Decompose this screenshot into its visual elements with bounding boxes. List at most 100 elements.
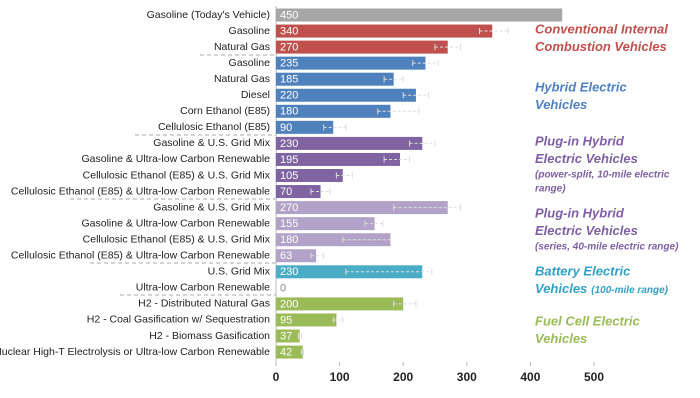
group-label: Electric Vehicles <box>535 151 638 166</box>
group-label: Vehicles <box>535 97 587 112</box>
error-bar <box>310 252 325 259</box>
group-note: (100-mile range) <box>591 285 668 296</box>
value-label: 0 <box>280 282 286 294</box>
error-bar <box>342 236 391 243</box>
group-label: Vehicles <box>535 331 587 346</box>
value-label: 450 <box>280 9 298 21</box>
bar <box>276 56 426 70</box>
bar <box>276 72 394 86</box>
error-bar <box>479 28 509 35</box>
error-bar <box>335 172 353 179</box>
error-bar <box>409 140 436 147</box>
x-tick-label: 300 <box>457 370 477 384</box>
value-label: 63 <box>280 250 292 262</box>
error-bar <box>300 349 304 356</box>
value-label: 270 <box>280 42 298 54</box>
bar <box>276 120 334 134</box>
group-label: Hybrid Electric <box>535 79 628 94</box>
value-label: 42 <box>280 346 292 358</box>
group-label: Electric Vehicles <box>535 223 638 238</box>
bar <box>276 152 401 166</box>
category-label: Gasoline <box>229 25 271 37</box>
x-tick-label: 100 <box>330 370 350 384</box>
error-bar <box>383 156 411 163</box>
category-label: Natural Gas <box>214 41 270 53</box>
bar <box>276 169 343 182</box>
category-label: Gasoline & Ultra-low Carbon Renewable <box>81 153 270 165</box>
value-label: 155 <box>280 218 298 230</box>
category-label: Gasoline & Ultra-low Carbon Renewable <box>81 217 270 229</box>
bar <box>276 40 448 54</box>
error-bar <box>412 60 439 67</box>
group-label: Vehicles <box>535 281 587 296</box>
error-bar <box>323 124 347 131</box>
bar <box>276 201 448 215</box>
x-tick-label: 200 <box>393 370 413 384</box>
category-label: Cellulosic Ethanol (E85) <box>158 121 270 133</box>
value-label: 70 <box>280 186 292 198</box>
error-bar <box>377 108 420 115</box>
bar <box>276 185 321 199</box>
category-label: H2 - Coal Gasification w/ Sequestration <box>87 314 270 326</box>
value-label: 340 <box>280 25 298 37</box>
group-label: Plug-in Hybrid <box>535 133 625 148</box>
bar <box>276 265 423 279</box>
x-tick-label: 400 <box>520 370 540 384</box>
bar <box>276 233 391 247</box>
bar <box>276 329 300 343</box>
group-separators <box>70 54 276 296</box>
group-note: (power-split, 10-mile electric <box>535 170 670 181</box>
bar <box>276 345 303 359</box>
category-label: Cellulosic Ethanol (E85) & Ultra-low Car… <box>11 185 270 197</box>
bar <box>276 136 423 150</box>
error-bar <box>402 92 430 99</box>
value-label: 180 <box>280 234 298 246</box>
value-label: 105 <box>280 170 298 182</box>
bar <box>276 297 404 311</box>
group-label: Plug-in Hybrid <box>535 205 625 220</box>
value-label: 230 <box>280 266 298 278</box>
group-note: (series, 40-mile electric range) <box>535 242 679 253</box>
category-label: Gasoline & U.S. Grid Mix <box>153 201 270 213</box>
error-bar <box>393 300 417 307</box>
error-bar <box>364 220 384 227</box>
group-label: Combustion Vehicles <box>535 39 667 54</box>
value-label: 220 <box>280 90 298 102</box>
value-label: 230 <box>280 138 298 150</box>
bar <box>276 8 563 22</box>
category-label: Gasoline (Today's Vehicle) <box>147 9 270 21</box>
value-label: 195 <box>280 154 298 166</box>
bar <box>276 217 375 231</box>
category-label: H2 - Distributed Natural Gas <box>138 298 270 310</box>
category-label: H2 - Biomass Gasification <box>149 330 270 342</box>
value-label: 95 <box>280 314 292 326</box>
x-tick-label: 500 <box>584 370 604 384</box>
value-label: 185 <box>280 74 298 86</box>
category-label: Corn Ethanol (E85) <box>180 105 270 117</box>
error-bar <box>297 333 302 339</box>
group-note: range) <box>535 184 566 195</box>
category-label: Ultra-low Carbon Renewable <box>136 282 270 294</box>
value-label: 90 <box>280 122 292 134</box>
bar <box>276 104 391 118</box>
category-label: Gasoline & U.S. Grid Mix <box>153 137 270 149</box>
bar <box>276 88 416 102</box>
category-label: Cellulosic Ethanol (E85) & U.S. Grid Mix <box>83 233 271 245</box>
group-label: Conventional Internal <box>535 21 668 36</box>
error-bar <box>383 76 404 83</box>
group-label: Battery Electric <box>535 263 631 278</box>
category-label: Diesel <box>241 89 270 101</box>
category-label: Natural Gas <box>214 73 270 85</box>
value-label: 235 <box>280 58 298 70</box>
category-label: Cellulosic Ethanol (E85) & U.S. Grid Mix <box>83 169 271 181</box>
error-bar <box>310 188 331 195</box>
error-bar <box>332 316 344 323</box>
value-label: 200 <box>280 298 298 310</box>
category-label: U.S. Grid Mix <box>208 266 271 278</box>
bar <box>276 24 493 38</box>
x-tick-label: 0 <box>273 370 280 384</box>
bar <box>276 313 337 327</box>
value-label: 270 <box>280 202 298 214</box>
value-label: 180 <box>280 106 298 118</box>
